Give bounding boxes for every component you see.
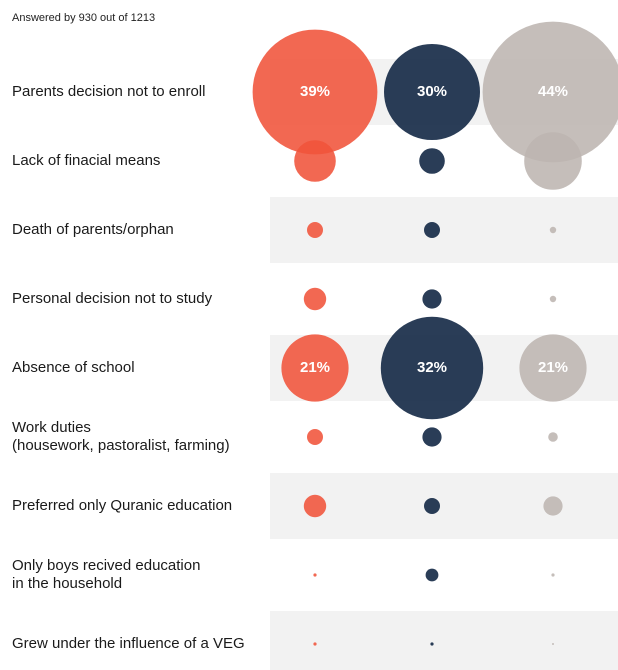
bubble	[380, 316, 484, 420]
row-label: Only boys recived education in the house…	[12, 557, 201, 592]
row-label: Preferred only Quranic education	[12, 497, 233, 514]
bubble	[384, 44, 480, 140]
row-label: Parents decision not to enroll	[12, 83, 206, 100]
bubble	[252, 29, 378, 155]
bubble	[425, 568, 439, 582]
bubble	[482, 21, 618, 163]
bubble	[422, 289, 442, 309]
row-label: Work duties (housework, pastoralist, far…	[12, 419, 230, 454]
value-label: 21%	[300, 359, 330, 376]
bubble	[424, 498, 440, 514]
bubble	[549, 295, 557, 303]
row-label: Personal decision not to study	[12, 290, 213, 307]
row-label: Death of parents/orphan	[12, 221, 174, 238]
row-band	[270, 611, 618, 670]
bubble	[307, 222, 323, 238]
bubble	[548, 432, 558, 442]
bubble	[430, 642, 434, 646]
subtitle: Answered by 930 out of 1213	[12, 12, 156, 24]
bubble	[281, 334, 349, 402]
row-band	[270, 197, 618, 263]
bubble	[549, 226, 557, 234]
bubble	[524, 132, 582, 190]
bubble	[519, 334, 587, 402]
value-label: 44%	[538, 83, 568, 100]
bubble	[419, 148, 445, 174]
bubble	[307, 429, 323, 445]
bubble	[551, 573, 555, 577]
row-label: Lack of finacial means	[12, 152, 161, 169]
value-label: 39%	[300, 83, 330, 100]
bubble	[294, 140, 336, 182]
value-label: 32%	[417, 359, 447, 376]
value-label: 21%	[538, 359, 568, 376]
row-label: Grew under the influence of a VEG	[12, 635, 245, 652]
bubble	[424, 222, 440, 238]
row-label: Absence of school	[12, 359, 135, 376]
bubble	[303, 494, 327, 518]
bubble	[543, 496, 563, 516]
bubble	[303, 287, 327, 311]
bubble	[313, 642, 317, 646]
bubble	[552, 643, 554, 645]
value-label: 30%	[417, 83, 447, 100]
bubble	[313, 573, 317, 577]
bubble	[422, 427, 442, 447]
